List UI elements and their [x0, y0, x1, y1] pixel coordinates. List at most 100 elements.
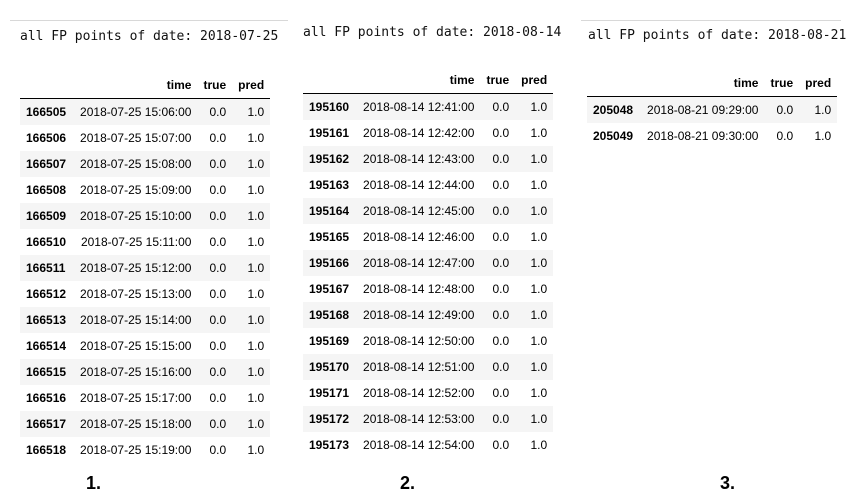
table-row: 166517 2018-07-25 15:18:00 0.0 1.0: [20, 411, 271, 437]
row-index: 166513: [26, 313, 67, 327]
row-index: 195170: [309, 360, 350, 374]
row-true: 0.0: [492, 152, 510, 166]
table-row: 166512 2018-07-25 15:13:00 0.0 1.0: [20, 281, 270, 307]
row-pred: 1.0: [247, 365, 265, 379]
row-index: 166510: [26, 235, 67, 249]
row-time: 2018-08-21 09:30:00: [647, 129, 759, 143]
row-index: 166516: [26, 391, 67, 405]
row-pred: 1.0: [247, 105, 265, 119]
row-time: 2018-07-25 15:07:00: [80, 131, 192, 145]
row-true: 0.0: [776, 129, 794, 143]
table-row: 166508 2018-07-25 15:09:00 0.0 1.0: [20, 177, 270, 203]
row-true: 0.0: [209, 183, 227, 197]
panel-heading: all FP points of date: 2018-08-21: [588, 28, 847, 43]
row-true: 0.0: [209, 235, 227, 249]
row-time: 2018-08-14 12:41:00: [363, 100, 475, 114]
row-time: 2018-07-25 15:16:00: [80, 365, 192, 379]
row-true: 0.0: [209, 365, 227, 379]
row-pred: 1.0: [247, 183, 265, 197]
row-true: 0.0: [209, 131, 227, 145]
time-header: time: [449, 72, 475, 87]
row-index: 195162: [309, 152, 350, 166]
row-pred: 1.0: [247, 287, 265, 301]
row-pred: 1.0: [247, 391, 265, 405]
table-row: 166513 2018-07-25 15:14:00 0.0 1.0: [20, 307, 271, 333]
row-true: 0.0: [492, 282, 510, 296]
row-index: 166514: [26, 339, 67, 353]
row-pred: 1.0: [530, 360, 548, 374]
row-pred: 1.0: [247, 131, 265, 145]
row-pred: 1.0: [530, 126, 548, 140]
panel-heading: all FP points of date: 2018-08-14: [303, 25, 562, 40]
row-index: 195169: [309, 334, 350, 348]
row-index: 166512: [26, 287, 67, 301]
row-true: 0.0: [209, 339, 227, 353]
row-index: 195172: [309, 412, 350, 426]
table-row: 195166 2018-08-14 12:47:00 0.0 1.0: [303, 250, 554, 276]
table-row: 195172 2018-08-14 12:53:00 0.0 1.0: [303, 406, 554, 432]
table-row: 195170 2018-08-14 12:51:00 0.0 1.0: [303, 354, 554, 380]
index-header: [303, 66, 355, 94]
row-time: 2018-07-25 15:08:00: [80, 157, 192, 171]
index-header: [20, 71, 72, 99]
table-row: 195163 2018-08-14 12:44:00 0.0 1.0: [303, 172, 553, 198]
row-time: 2018-08-14 12:44:00: [363, 178, 475, 192]
row-time: 2018-08-14 12:54:00: [363, 438, 475, 452]
row-true: 0.0: [209, 417, 227, 431]
row-true: 0.0: [492, 360, 510, 374]
row-pred: 1.0: [814, 129, 832, 143]
row-pred: 1.0: [247, 157, 265, 171]
table-row: 166510 2018-07-25 15:11:00 0.0 1.0: [20, 229, 270, 255]
table-header-row: time true pred: [587, 69, 838, 97]
row-time: 2018-08-14 12:52:00: [363, 386, 475, 400]
table-row: 166511 2018-07-25 15:12:00 0.0 1.0: [20, 255, 271, 281]
true-header: true: [486, 72, 510, 87]
table-row: 195169 2018-08-14 12:50:00 0.0 1.0: [303, 328, 553, 354]
row-index: 195166: [309, 256, 350, 270]
row-index: 195164: [309, 204, 350, 218]
table-row: 195164 2018-08-14 12:45:00 0.0 1.0: [303, 198, 554, 224]
row-true: 0.0: [492, 334, 510, 348]
row-time: 2018-07-25 15:19:00: [80, 443, 192, 457]
table-row: 195171 2018-08-14 12:52:00 0.0 1.0: [303, 380, 553, 406]
row-pred: 1.0: [530, 282, 548, 296]
row-index: 195165: [309, 230, 350, 244]
table-row: 166514 2018-07-25 15:15:00 0.0 1.0: [20, 333, 270, 359]
row-pred: 1.0: [530, 308, 548, 322]
time-header: time: [166, 77, 192, 92]
row-true: 0.0: [209, 443, 227, 457]
row-index: 195171: [309, 386, 350, 400]
table-row: 166515 2018-07-25 15:16:00 0.0 1.0: [20, 359, 271, 385]
cell-divider: [581, 20, 841, 21]
row-time: 2018-07-25 15:17:00: [80, 391, 192, 405]
table-row: 205049 2018-08-21 09:30:00 0.0 1.0: [587, 123, 837, 149]
table-header-row: time true pred: [20, 71, 271, 99]
table-row: 195160 2018-08-14 12:41:00 0.0 1.0: [303, 93, 554, 120]
table-row: 195167 2018-08-14 12:48:00 0.0 1.0: [303, 276, 553, 302]
row-index: 195167: [309, 282, 350, 296]
row-pred: 1.0: [247, 417, 265, 431]
row-time: 2018-07-25 15:18:00: [80, 417, 192, 431]
row-time: 2018-08-14 12:43:00: [363, 152, 475, 166]
table-row: 166507 2018-07-25 15:08:00 0.0 1.0: [20, 151, 271, 177]
fp-table: time true pred 195160 2018-08-14 12:41:00…: [303, 66, 554, 458]
row-true: 0.0: [492, 178, 510, 192]
row-index: 166511: [26, 261, 66, 275]
row-index: 195161: [309, 126, 350, 140]
row-true: 0.0: [492, 204, 510, 218]
row-index: 166515: [26, 365, 67, 379]
row-true: 0.0: [776, 103, 794, 117]
table-row: 195173 2018-08-14 12:54:00 0.0 1.0: [303, 432, 553, 458]
row-index: 205048: [593, 103, 634, 117]
row-pred: 1.0: [530, 334, 548, 348]
table-row: 166505 2018-07-25 15:06:00 0.0 1.0: [20, 98, 271, 125]
table-row: 195168 2018-08-14 12:49:00 0.0 1.0: [303, 302, 554, 328]
table-row: 166516 2018-07-25 15:17:00 0.0 1.0: [20, 385, 270, 411]
row-pred: 1.0: [530, 256, 548, 270]
row-pred: 1.0: [814, 103, 832, 117]
panel-heading: all FP points of date: 2018-07-25: [20, 29, 279, 44]
row-true: 0.0: [209, 261, 227, 275]
row-time: 2018-08-14 12:46:00: [363, 230, 475, 244]
row-index: 166505: [26, 105, 67, 119]
row-time: 2018-08-14 12:53:00: [363, 412, 475, 426]
